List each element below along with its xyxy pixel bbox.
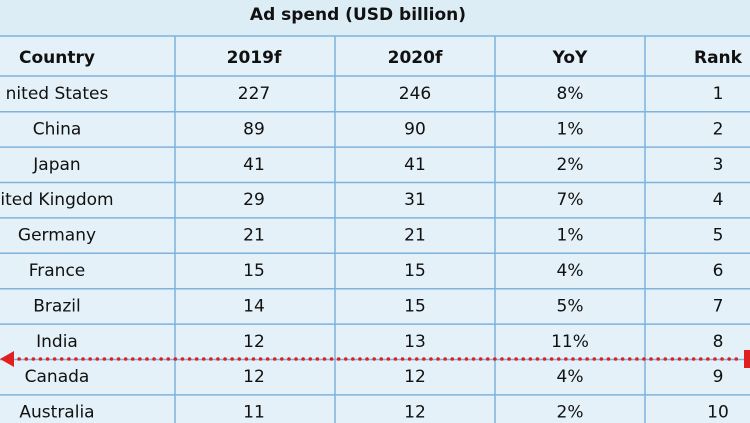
country-cell: Australia — [19, 403, 94, 423]
country-cell: China — [33, 119, 82, 139]
value-cell: 11 — [243, 403, 265, 423]
value-cell: 1 — [713, 84, 724, 104]
value-cell: 15 — [243, 261, 265, 281]
value-cell: 9 — [713, 367, 724, 387]
header-cell: 2020f — [388, 48, 443, 68]
value-cell: 12 — [243, 332, 265, 352]
value-cell: 3 — [713, 155, 724, 175]
value-cell: 11% — [551, 332, 589, 352]
value-cell: 15 — [404, 296, 426, 316]
value-cell: 1% — [557, 226, 584, 246]
value-cell: 2% — [557, 155, 584, 175]
value-cell: 21 — [404, 226, 426, 246]
value-cell: 5 — [713, 226, 724, 246]
value-cell: 21 — [243, 226, 265, 246]
value-cell: 6 — [713, 261, 724, 281]
value-cell: 7% — [557, 190, 584, 210]
country-cell: ited Kingdom — [0, 190, 113, 210]
arrow-head-right — [744, 350, 750, 368]
header-cell: 2019f — [227, 48, 282, 68]
value-cell: 2% — [557, 403, 584, 423]
value-cell: 246 — [399, 84, 431, 104]
country-cell: France — [29, 261, 86, 281]
value-cell: 41 — [243, 155, 265, 175]
country-cell: Germany — [18, 226, 96, 246]
value-cell: 12 — [404, 403, 426, 423]
value-cell: 12 — [404, 367, 426, 387]
value-cell: 5% — [557, 296, 584, 316]
arrow-head-left — [0, 351, 14, 367]
value-cell: 14 — [243, 296, 265, 316]
value-cell: 15 — [404, 261, 426, 281]
country-cell: Canada — [25, 367, 90, 387]
value-cell: 31 — [404, 190, 426, 210]
value-cell: 7 — [713, 296, 724, 316]
value-cell: 8 — [713, 332, 724, 352]
red-arrow — [0, 350, 750, 368]
value-cell: 227 — [238, 84, 270, 104]
table-background — [0, 35, 750, 423]
value-cell: 2 — [713, 119, 724, 139]
country-cell: Brazil — [33, 296, 80, 316]
value-cell: 13 — [404, 332, 426, 352]
value-cell: 41 — [404, 155, 426, 175]
table-title: Ad spend (USD billion) — [250, 5, 466, 25]
header-cell: Rank — [694, 48, 743, 68]
value-cell: 1% — [557, 119, 584, 139]
value-cell: 8% — [557, 84, 584, 104]
value-cell: 10 — [707, 403, 729, 423]
value-cell: 12 — [243, 367, 265, 387]
value-cell: 4 — [713, 190, 724, 210]
value-cell: 89 — [243, 119, 265, 139]
value-cell: 4% — [557, 367, 584, 387]
header-cell: YoY — [552, 48, 588, 68]
cells: Country 2019f 2020f YoY Rank nited States 227 2… — [0, 48, 742, 423]
value-cell: 29 — [243, 190, 265, 210]
country-cell: nited States — [6, 84, 109, 104]
country-cell: Japan — [32, 155, 80, 175]
value-cell: 90 — [404, 119, 426, 139]
header-cell: Country — [19, 48, 95, 68]
country-cell: India — [36, 332, 78, 352]
value-cell: 4% — [557, 261, 584, 281]
